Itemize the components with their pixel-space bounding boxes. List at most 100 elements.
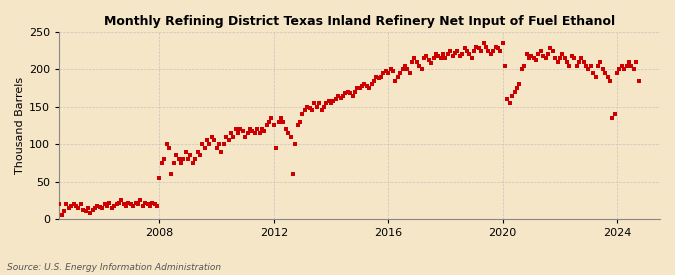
Title: Monthly Refining District Texas Inland Refinery Net Input of Fuel Ethanol: Monthly Refining District Texas Inland R… (104, 15, 615, 28)
Point (431, 52, 441, 57)
Point (252, 127, 263, 131)
Point (152, 203, 163, 208)
Point (244, 127, 255, 131)
Point (154, 176, 165, 180)
Point (183, 157, 194, 161)
Point (473, 46, 484, 51)
Point (549, 56, 560, 60)
Point (602, 75, 613, 79)
Point (123, 200, 134, 205)
Point (457, 52, 468, 57)
Point (524, 56, 535, 60)
Point (306, 108, 317, 113)
Point (342, 90, 353, 94)
Point (359, 82, 370, 87)
Point (311, 104, 322, 109)
Point (80, 209, 91, 214)
Point (230, 127, 241, 131)
Point (626, 64, 637, 68)
Point (428, 56, 439, 60)
Point (378, 71, 389, 75)
Point (219, 142, 230, 146)
Point (247, 128, 258, 133)
Point (416, 67, 427, 72)
Point (621, 64, 632, 68)
Point (325, 101, 336, 105)
Point (56, 213, 67, 218)
Point (128, 203, 138, 208)
Point (578, 60, 589, 64)
Point (78, 208, 88, 212)
Point (204, 142, 215, 146)
Point (126, 202, 136, 206)
Point (261, 123, 272, 128)
Point (95, 205, 105, 209)
Point (271, 146, 281, 150)
Point (283, 131, 294, 135)
Point (464, 52, 475, 57)
Point (564, 64, 575, 68)
Point (605, 78, 616, 83)
Point (176, 161, 186, 165)
Point (560, 56, 570, 60)
Point (557, 52, 568, 57)
Point (616, 64, 627, 68)
Point (383, 71, 394, 75)
Point (437, 52, 448, 57)
Point (85, 211, 96, 215)
Point (225, 131, 236, 135)
Point (97, 205, 107, 210)
Point (302, 104, 313, 109)
Point (566, 54, 577, 58)
Point (409, 56, 420, 60)
Point (319, 104, 329, 109)
Point (562, 60, 572, 64)
Point (280, 127, 291, 131)
Point (367, 82, 377, 87)
Point (171, 153, 182, 158)
Point (185, 153, 196, 158)
Point (376, 75, 387, 79)
Point (516, 67, 527, 72)
Point (540, 56, 551, 60)
Point (137, 203, 148, 208)
Point (371, 75, 382, 79)
Point (90, 205, 101, 210)
Point (292, 123, 303, 128)
Point (481, 45, 491, 49)
Point (338, 93, 348, 98)
Point (387, 69, 398, 73)
Point (612, 71, 622, 75)
Point (476, 48, 487, 53)
Point (161, 142, 172, 146)
Point (600, 71, 611, 75)
Point (485, 52, 496, 57)
Point (249, 131, 260, 135)
Point (157, 161, 167, 165)
Point (76, 202, 86, 206)
Point (188, 161, 198, 165)
Point (269, 123, 279, 128)
Point (630, 60, 641, 64)
Point (321, 101, 331, 105)
Point (543, 52, 554, 57)
Point (552, 60, 563, 64)
Point (593, 64, 603, 68)
Point (350, 90, 360, 94)
Point (421, 54, 432, 58)
Point (275, 116, 286, 120)
Point (288, 172, 298, 176)
Point (514, 82, 524, 87)
Point (173, 157, 184, 161)
Point (192, 149, 203, 154)
Point (468, 48, 479, 53)
Point (478, 41, 489, 45)
Point (273, 120, 284, 124)
Point (529, 56, 539, 60)
Point (140, 200, 151, 205)
Point (264, 120, 275, 124)
Point (574, 60, 585, 64)
Point (309, 101, 320, 105)
Point (345, 91, 356, 95)
Point (580, 64, 591, 68)
